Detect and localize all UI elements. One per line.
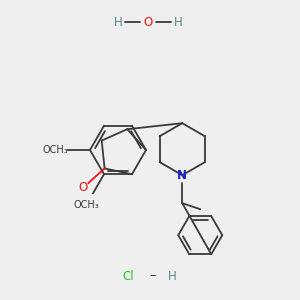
Text: –: – [150, 269, 156, 283]
Text: H: H [114, 16, 122, 28]
Text: H: H [174, 16, 182, 28]
Text: O: O [143, 16, 153, 28]
Text: OCH₃: OCH₃ [42, 145, 68, 155]
Text: N: N [177, 169, 187, 182]
Text: OCH₃: OCH₃ [74, 200, 99, 210]
Text: H: H [168, 269, 176, 283]
Text: Cl: Cl [122, 269, 134, 283]
Text: O: O [78, 181, 88, 194]
